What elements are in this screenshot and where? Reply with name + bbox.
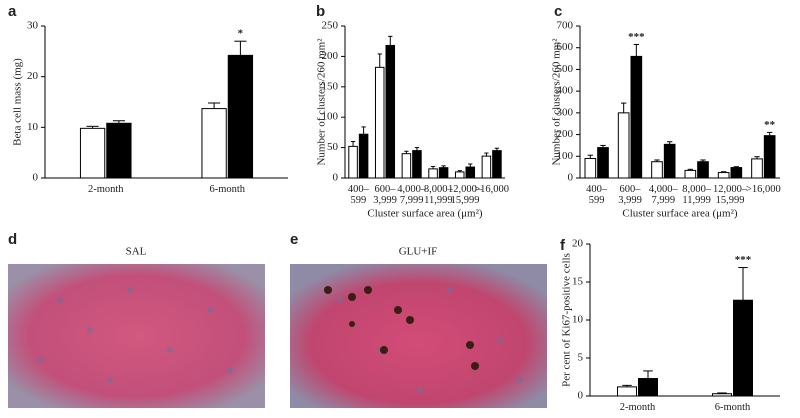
bar [465, 166, 476, 179]
bar [717, 172, 730, 179]
y-tick-label: 250 [322, 20, 339, 32]
bar [374, 66, 385, 179]
y-tick-label: 200 [557, 128, 574, 140]
nuclei [37, 287, 523, 393]
x-tick-label: >16,000 [745, 184, 781, 195]
x-tick-label: 4,000– 7,999 [397, 184, 427, 206]
y-tick-label: 0 [568, 172, 574, 184]
y-tick-label: 700 [557, 20, 574, 32]
y-tick-label: 5 [578, 352, 584, 364]
y-tick-label: 10 [572, 314, 584, 326]
y-axis-label: Number of clusters/260 mm² [316, 38, 328, 166]
x-tick-label: 8,000– 11,999 [682, 184, 712, 206]
y-tick-label: 20 [572, 238, 584, 250]
y-tick-label: 30 [27, 20, 39, 32]
y-axis-label: Per cent of Ki67-positive cells [561, 253, 573, 387]
bar [492, 150, 502, 179]
bar [638, 378, 658, 397]
ki67-nuclei [324, 286, 479, 370]
bar [630, 55, 643, 179]
y-tick-label: 150 [322, 80, 339, 92]
bar [697, 161, 709, 179]
panel-letter: b [316, 3, 325, 20]
y-axis-label: Beta cell mass (mg) [12, 58, 24, 146]
bar [751, 158, 763, 179]
bar [712, 393, 732, 397]
x-tick-label: 400– 599 [347, 184, 369, 206]
bar [358, 133, 369, 179]
y-tick-label: 0 [578, 390, 584, 402]
x-tick-label: 4,000– 7,999 [648, 184, 678, 206]
bar [79, 127, 106, 179]
bar [651, 161, 663, 179]
bar [763, 135, 776, 179]
x-tick-label: >16,000 [474, 184, 510, 195]
y-tick-label: 0 [333, 172, 339, 184]
y-tick-label: 0 [33, 172, 39, 184]
y-tick-label: 20 [27, 70, 39, 82]
panel-letter: e [290, 231, 298, 248]
x-tick-label: 400– 599 [586, 184, 608, 206]
micrograph-sal [8, 264, 265, 408]
micrograph-glu-if [290, 264, 547, 408]
bar [617, 386, 637, 397]
significance: *** [628, 31, 645, 43]
panel-letter: c [554, 3, 562, 20]
x-tick-label: 2-month [619, 402, 656, 413]
y-tick-label: 200 [322, 50, 339, 62]
significance: ** [764, 119, 776, 131]
y-tick-label: 100 [322, 111, 339, 123]
x-tick-label: 12,000– 15,999 [447, 184, 483, 206]
y-tick-label: 15 [572, 276, 584, 288]
image-title: GLU+IF [399, 246, 438, 258]
bar [348, 145, 358, 179]
x-axis-label: Cluster surface area (μm²) [367, 208, 483, 220]
x-tick-label: 12,000– 15,999 [712, 184, 748, 206]
bar [663, 143, 676, 179]
bar [438, 167, 449, 179]
y-tick-label: 600 [557, 41, 574, 53]
bar [617, 112, 630, 179]
significance: * [238, 28, 244, 40]
x-tick-label: 600– 3,999 [373, 184, 397, 206]
y-axis-label: Number of clusters/260 mm² [551, 38, 563, 166]
y-tick-label: 300 [557, 106, 574, 118]
bar [385, 44, 396, 179]
bar [401, 153, 412, 179]
panel-letter: f [560, 237, 566, 254]
bar [684, 169, 697, 179]
bar [584, 157, 597, 179]
bar [412, 150, 422, 179]
x-tick-label: 6-month [714, 402, 751, 413]
x-tick-label: 8,000– 11,999 [423, 184, 453, 206]
x-tick-label: 600– 3,999 [618, 184, 642, 206]
x-axis-label: Cluster surface area (μm²) [622, 208, 738, 220]
bar [201, 108, 227, 179]
bar [481, 155, 492, 179]
y-tick-label: 100 [557, 150, 574, 162]
y-tick-label: 500 [557, 63, 574, 75]
significance: *** [735, 254, 752, 266]
bar [227, 54, 254, 179]
y-tick-label: 400 [557, 85, 574, 97]
y-tick-label: 50 [327, 141, 339, 153]
x-tick-label: 2-month [87, 184, 124, 195]
image-title: SAL [126, 246, 147, 258]
x-tick-label: 6-month [209, 184, 246, 195]
bar [106, 122, 132, 179]
y-tick-label: 10 [27, 121, 39, 133]
bar [597, 147, 609, 179]
bar [454, 171, 465, 179]
bar [733, 299, 753, 397]
bar [730, 167, 743, 179]
panel-letter: d [8, 231, 17, 248]
bar [428, 168, 438, 179]
panel-letter: a [8, 3, 17, 20]
